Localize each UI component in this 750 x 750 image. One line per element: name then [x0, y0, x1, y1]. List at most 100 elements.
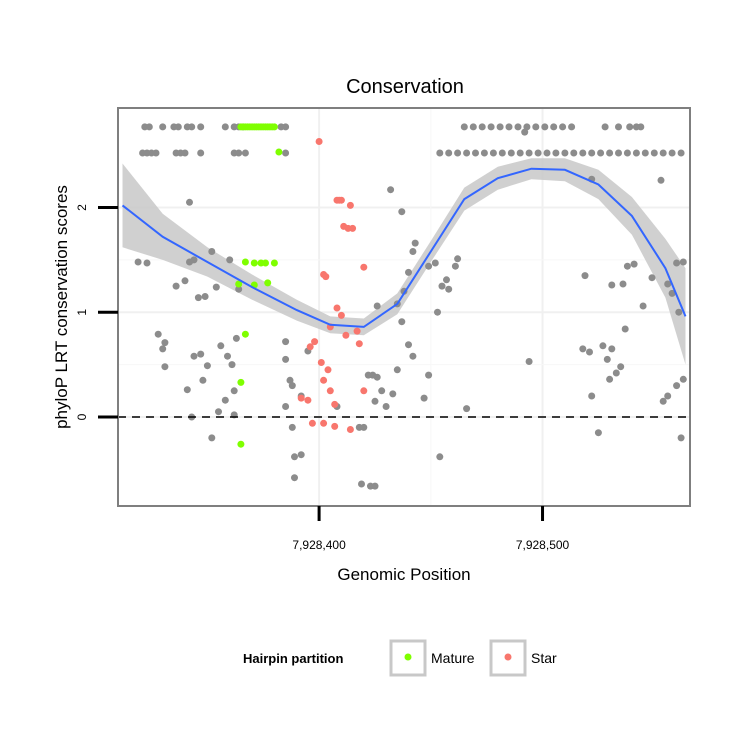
point-other-118	[543, 149, 551, 157]
point-other-126	[615, 149, 622, 157]
chart-title: Conservation	[346, 76, 464, 98]
point-other-65	[291, 474, 298, 482]
point-other-51	[232, 334, 240, 342]
point-other-140	[514, 123, 522, 131]
legend: Hairpin partition Mature Star	[243, 639, 557, 677]
point-other-129	[641, 149, 649, 157]
point-other-77	[373, 373, 381, 381]
legend-item-mature: Mature	[389, 639, 475, 677]
point-other-99	[434, 308, 441, 316]
point-star-22	[326, 387, 334, 395]
point-other-109	[463, 149, 471, 157]
point-star-21	[320, 376, 328, 384]
point-star-23	[360, 387, 368, 395]
point-star-0	[315, 138, 323, 145]
point-other-23	[235, 149, 243, 157]
point-other-133	[677, 149, 685, 157]
point-other-80	[389, 390, 397, 398]
legend-item-star: Star	[489, 639, 557, 677]
point-star-10	[322, 273, 330, 281]
legend-title: Hairpin partition	[243, 651, 343, 666]
point-other-122	[579, 149, 587, 157]
x-tick-label-1: 7,928,500	[516, 538, 570, 552]
point-star-27	[308, 419, 316, 427]
x-axis-title: Genomic Position	[337, 565, 470, 584]
point-other-107	[445, 149, 453, 157]
point-other-117	[534, 149, 542, 157]
legend-label-star: Star	[531, 650, 557, 666]
point-other-172	[612, 369, 620, 377]
point-other-20	[181, 149, 189, 157]
point-other-61	[282, 355, 290, 363]
legend-label-mature: Mature	[431, 650, 475, 666]
point-other-35	[201, 293, 209, 300]
point-other-143	[541, 123, 549, 131]
point-other-72	[371, 482, 379, 490]
point-other-101	[425, 371, 433, 379]
point-other-149	[626, 123, 634, 131]
plot-panel	[117, 107, 691, 507]
point-other-29	[172, 282, 180, 290]
point-other-127	[623, 149, 631, 157]
point-other-154	[657, 176, 665, 184]
point-star-16	[306, 343, 314, 351]
point-mature-15	[270, 123, 278, 131]
point-other-134	[460, 123, 468, 131]
point-star-25	[304, 396, 312, 404]
point-other-43	[197, 350, 205, 358]
point-other-83	[409, 352, 417, 360]
point-other-98	[445, 285, 453, 293]
point-other-147	[601, 123, 609, 131]
point-other-21	[197, 149, 205, 157]
point-mature-20	[262, 259, 269, 267]
point-other-70	[358, 480, 365, 488]
point-other-62	[282, 403, 290, 410]
point-other-92	[387, 186, 395, 194]
point-other-85	[398, 318, 406, 326]
point-other-179	[659, 397, 667, 405]
point-other-119	[552, 149, 560, 157]
point-other-116	[525, 149, 533, 157]
point-other-53	[221, 396, 229, 404]
point-other-95	[431, 259, 439, 267]
point-other-132	[668, 149, 676, 157]
point-other-6	[188, 123, 196, 131]
point-other-45	[199, 376, 207, 384]
point-other-96	[438, 282, 446, 290]
point-other-90	[409, 248, 417, 255]
point-other-114	[507, 149, 515, 157]
point-other-89	[405, 268, 412, 276]
x-tick-label-0: 7,928,400	[292, 538, 346, 552]
point-other-104	[454, 255, 462, 263]
point-other-121	[570, 149, 578, 157]
point-other-145	[559, 123, 567, 131]
point-other-74	[360, 423, 368, 431]
point-other-175	[579, 345, 587, 353]
point-star-17	[342, 331, 350, 339]
point-other-93	[398, 208, 406, 216]
point-other-160	[648, 274, 656, 282]
point-other-55	[215, 408, 222, 416]
point-star-8	[360, 263, 368, 271]
legend-marker-mature	[404, 653, 412, 661]
point-other-64	[291, 453, 298, 461]
point-other-125	[606, 149, 614, 157]
point-other-13	[282, 123, 290, 131]
point-other-110	[472, 149, 479, 157]
point-other-111	[480, 149, 488, 157]
data-points	[134, 123, 687, 490]
point-star-4	[346, 201, 354, 209]
point-other-136	[478, 123, 486, 131]
point-other-124	[597, 149, 605, 157]
point-other-165	[675, 308, 683, 316]
point-star-18	[355, 340, 363, 348]
point-other-50	[230, 387, 238, 395]
point-other-44	[183, 386, 191, 394]
point-other-84	[405, 341, 412, 349]
point-other-97	[443, 276, 450, 284]
point-other-112	[489, 149, 497, 157]
point-other-27	[134, 258, 142, 266]
point-other-37	[226, 256, 234, 264]
point-other-28	[143, 259, 151, 267]
point-other-130	[650, 149, 658, 157]
